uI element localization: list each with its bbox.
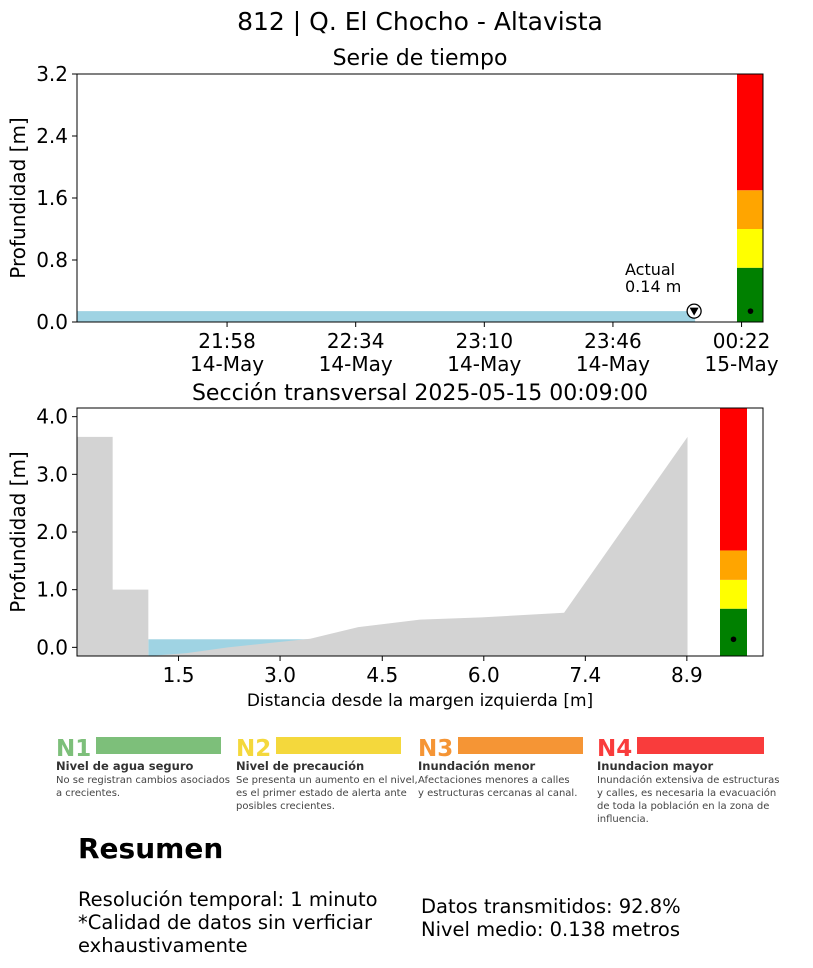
legend-description-line: influencia. (597, 814, 649, 825)
legend-title: Nivel de precaución (236, 759, 364, 773)
alert-band-2 (737, 190, 763, 229)
xtick-date-label: 14-May (576, 352, 650, 376)
summary-transmitted: Datos transmitidos: 92.8% (421, 895, 681, 918)
xtick-time-label: 22:34 (327, 329, 385, 353)
cross-section-chart: Sección transversal 2025-05-15 00:09:00 … (6, 381, 764, 711)
alert-band-3 (737, 74, 763, 191)
xtick-date-label: 15-May (705, 352, 779, 376)
legend-bar (458, 737, 583, 754)
summary-resolution: Resolución temporal: 1 minuto (78, 888, 378, 911)
current-value-annotation: Actual 0.14 m (625, 260, 681, 296)
legend-description-line: Afectaciones menores a calles (418, 775, 570, 786)
legend-description-line: Inundación extensiva de estructuras (597, 774, 780, 786)
xtick-label: 6.0 (468, 663, 500, 687)
ytick-label: 2.4 (36, 124, 68, 148)
xtick-date-label: 14-May (190, 352, 264, 376)
xtick-time-label: 00:22 (713, 329, 771, 353)
legend-title: Inundación menor (418, 759, 536, 773)
legend-description-line: de toda la población en la zona de (597, 800, 769, 812)
xtick-label: 3.0 (264, 663, 296, 687)
annotation-label: Actual (625, 260, 675, 279)
legend-description-line: es el primer estado de alerta ante (236, 788, 407, 799)
alert-band-3 (720, 408, 747, 551)
summary-right: Datos transmitidos: 92.8% Nivel medio: 0… (421, 895, 681, 941)
summary-left: Resolución temporal: 1 minuto *Calidad d… (78, 888, 408, 957)
legend-bar (96, 737, 221, 754)
ytick-label: 0.8 (36, 248, 68, 272)
figure-title: 812 | Q. El Chocho - Altavista (237, 7, 603, 36)
ytick-label: 1.0 (36, 578, 68, 602)
legend-code: N4 (597, 736, 632, 762)
summary-quality-line1: *Calidad de datos sin verficiar (78, 911, 372, 934)
summary-title: Resumen (78, 832, 224, 865)
summary-quality-line2: exhaustivamente (78, 934, 248, 957)
current-marker-triangle (689, 307, 699, 316)
cross-section-ylabel: Profundidad [m] (6, 451, 30, 612)
xtick-label: 4.5 (366, 663, 398, 687)
legend-code: N1 (56, 736, 91, 762)
legend-description-line: a crecientes. (56, 788, 120, 799)
cross-section-title: Sección transversal 2025-05-15 00:09:00 (192, 381, 648, 406)
legend-title: Nivel de agua seguro (56, 759, 194, 773)
time-series-chart: Serie de tiempo 0.00.81.62.43.2 21:5814-… (6, 46, 779, 376)
legend-description-line: y estructuras cercanas al canal. (418, 788, 577, 799)
summary-mean-level: Nivel medio: 0.138 metros (421, 918, 680, 941)
current-level-dot (730, 636, 737, 643)
alert-band-1 (737, 229, 763, 268)
depth-area (77, 311, 696, 322)
xtick-time-label: 21:58 (198, 329, 256, 353)
annotation-value: 0.14 m (625, 277, 681, 296)
alert-band-0 (720, 608, 747, 656)
ytick-label: 3.0 (36, 462, 68, 486)
xtick-date-label: 14-May (319, 352, 393, 376)
legend-code: N2 (236, 736, 271, 762)
terrain-profile (77, 436, 688, 656)
legend-description-line: No se registran cambios asociados (56, 775, 230, 786)
xtick-label: 1.5 (163, 663, 195, 687)
current-level-dot (747, 308, 754, 314)
ytick-label: 1.6 (36, 186, 68, 210)
legend-code: N3 (418, 736, 453, 762)
xtick-date-label: 14-May (447, 352, 521, 376)
xtick-label: 7.4 (569, 663, 601, 687)
legend-description-line: posibles crecientes. (236, 801, 335, 812)
legend-description-line: y calles, es necesaria la evacuación (597, 787, 776, 799)
cross-section-xlabel: Distancia desde la margen izquierda [m] (247, 691, 593, 711)
time-series-ylabel: Profundidad [m] (6, 117, 30, 278)
xtick-label: 8.9 (671, 663, 703, 687)
alert-band-2 (720, 550, 747, 580)
xtick-time-label: 23:46 (584, 329, 642, 353)
ytick-label: 0.0 (36, 635, 68, 659)
ytick-label: 0.0 (36, 310, 68, 334)
legend-bar (276, 737, 401, 754)
ytick-label: 2.0 (36, 520, 68, 544)
ytick-label: 4.0 (36, 405, 68, 429)
xtick-time-label: 23:10 (455, 329, 513, 353)
legend-title: Inundacion mayor (597, 759, 713, 773)
alert-band-1 (720, 579, 747, 609)
legend-description-line: Se presenta un aumento en el nivel, (236, 775, 418, 786)
legend-bar (637, 737, 764, 754)
time-series-title: Serie de tiempo (333, 46, 508, 71)
ytick-label: 3.2 (36, 62, 68, 86)
